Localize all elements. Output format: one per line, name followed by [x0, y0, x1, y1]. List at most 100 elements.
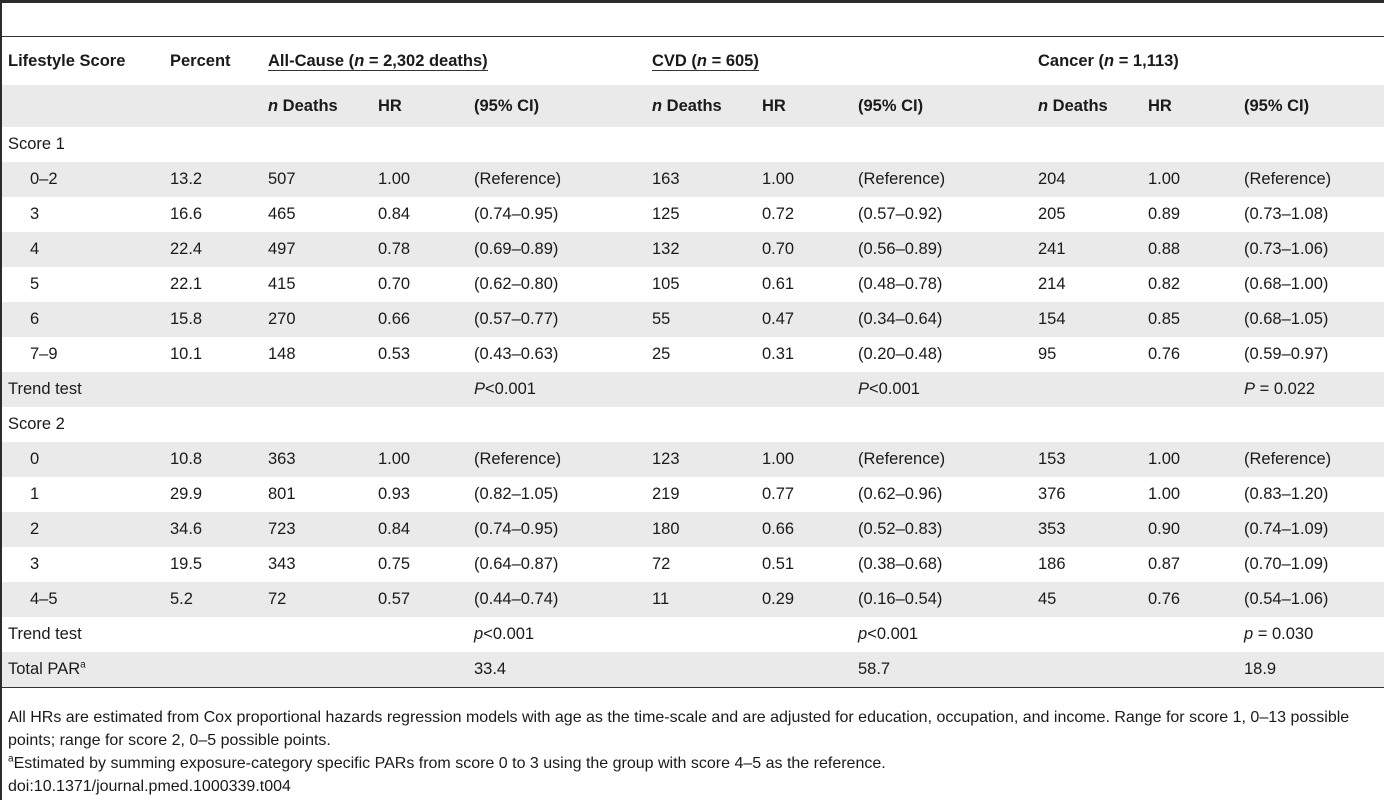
value-cell: 376 — [1038, 485, 1066, 503]
score-cell: 2 — [2, 512, 164, 547]
value-cell: (0.34–0.64) — [852, 302, 1032, 337]
top-border — [0, 0, 1384, 3]
results-table: Lifestyle Score Percent All-Cause (n = 2… — [2, 36, 1384, 688]
value-cell: (Reference) — [1238, 442, 1384, 477]
value-cell: 0.93 — [378, 485, 411, 503]
value-cell: 270 — [262, 302, 372, 337]
section-row: Score 1 — [2, 127, 1384, 162]
trend-row: Trend test p<0.001 p<0.001 p = 0.030 — [2, 617, 1384, 652]
value-cell: 507 — [262, 162, 372, 197]
value-cell: (0.43–0.63) — [474, 345, 559, 363]
value-cell: 0.47 — [756, 302, 852, 337]
score-cell: 6 — [2, 302, 164, 337]
value-cell: 204 — [1032, 162, 1142, 197]
subheader-ci: (95% CI) — [468, 85, 646, 127]
score-cell: 3 — [30, 555, 40, 573]
percent-cell: 22.1 — [170, 275, 203, 293]
value-cell: 0.66 — [756, 512, 852, 547]
value-cell: 1.00 — [756, 162, 852, 197]
percent-cell: 34.6 — [164, 512, 262, 547]
total-par-value: 18.9 — [1238, 652, 1384, 688]
table-row: 3 19.5 343 0.75 (0.64–0.87) 72 0.51 (0.38–0.68)… — [2, 547, 1384, 582]
value-cell: 241 — [1032, 232, 1142, 267]
note-doi: doi:10.1371/journal.pmed.1000339.t004 — [8, 778, 291, 795]
section-row: Score 2 — [2, 407, 1384, 442]
value-cell: 0.84 — [372, 512, 468, 547]
value-cell: 0.66 — [372, 302, 468, 337]
table-container: Lifestyle Score Percent All-Cause (n = 2… — [2, 36, 1384, 688]
table-row: 2 34.6 723 0.84 (0.74–0.95) 180 0.66 (0.52–0.83… — [2, 512, 1384, 547]
score-cell: 0–2 — [2, 162, 164, 197]
trend-row: Trend test P<0.001 P<0.001 P = 0.022 — [2, 372, 1384, 407]
subheader-n-deaths: n Deaths — [262, 85, 372, 127]
trend-label: Trend test — [8, 625, 82, 643]
value-cell: 1.00 — [1142, 442, 1238, 477]
table-row: 5 22.1 415 0.70 (0.62–0.80) 105 0.61 (0.48–0.78… — [2, 267, 1384, 302]
score-cell: 4–5 — [2, 582, 164, 617]
value-cell: 0.61 — [762, 275, 795, 293]
header-group-allcause: All-Cause (n = 2,302 deaths) — [262, 36, 646, 85]
value-cell: 25 — [652, 345, 671, 363]
value-cell: 95 — [1038, 345, 1057, 363]
table-row: 4–5 5.2 72 0.57 (0.44–0.74) 11 0.29 (0.16–0.54)… — [2, 582, 1384, 617]
trend-value: P = 0.022 — [1238, 372, 1384, 407]
value-cell: 0.78 — [372, 232, 468, 267]
percent-cell: 13.2 — [164, 162, 262, 197]
value-cell: 415 — [268, 275, 296, 293]
percent-cell: 15.8 — [164, 302, 262, 337]
value-cell: 148 — [268, 345, 296, 363]
percent-cell: 29.9 — [170, 485, 203, 503]
value-cell: (0.44–0.74) — [468, 582, 646, 617]
value-cell: 0.53 — [378, 345, 411, 363]
subheader-ci: (95% CI) — [1238, 85, 1384, 127]
value-cell: 497 — [262, 232, 372, 267]
value-cell: 0.76 — [1142, 582, 1238, 617]
value-cell: 72 — [262, 582, 372, 617]
value-cell: (0.73–1.06) — [1238, 232, 1384, 267]
subheader-n-deaths: n Deaths — [646, 85, 756, 127]
note-main: All HRs are estimated from Cox proportio… — [8, 709, 1350, 749]
table-row: 4 22.4 497 0.78 (0.69–0.89) 132 0.70 (0.56–0.89… — [2, 232, 1384, 267]
total-par-row: Total PARa 33.4 58.7 18.9 — [2, 652, 1384, 688]
score-cell: 4 — [2, 232, 164, 267]
value-cell: 180 — [646, 512, 756, 547]
value-cell: (0.74–0.95) — [474, 205, 559, 223]
total-par-label: Total PARa — [2, 652, 164, 688]
value-cell: (0.20–0.48) — [858, 345, 943, 363]
value-cell: (Reference) — [852, 442, 1032, 477]
value-cell: (0.48–0.78) — [858, 275, 943, 293]
value-cell: (0.57–0.92) — [858, 205, 943, 223]
subheader-ci: (95% CI) — [852, 85, 1032, 127]
header-group-cancer: Cancer (n = 1,113) — [1032, 36, 1384, 85]
trend-value: p = 0.030 — [1244, 625, 1314, 643]
percent-cell: 10.8 — [164, 442, 262, 477]
table-row: 3 16.6 465 0.84 (0.74–0.95) 125 0.72 (0.57–0.92… — [2, 197, 1384, 232]
value-cell: 363 — [262, 442, 372, 477]
value-cell: (0.74–1.09) — [1238, 512, 1384, 547]
value-cell: 0.89 — [1148, 205, 1181, 223]
value-cell: 0.77 — [762, 485, 795, 503]
score-cell: 0 — [2, 442, 164, 477]
section-label: Score 1 — [8, 135, 65, 153]
value-cell: (0.52–0.83) — [852, 512, 1032, 547]
value-cell: (0.62–0.96) — [858, 485, 943, 503]
value-cell: 1.00 — [372, 442, 468, 477]
value-cell: (0.54–1.06) — [1238, 582, 1384, 617]
value-cell: 132 — [646, 232, 756, 267]
value-cell: (0.62–0.80) — [474, 275, 559, 293]
value-cell: 723 — [262, 512, 372, 547]
value-cell: (0.68–1.00) — [1244, 275, 1329, 293]
value-cell: 105 — [652, 275, 680, 293]
trend-value: p<0.001 — [858, 625, 919, 643]
value-cell: 153 — [1032, 442, 1142, 477]
value-cell: 154 — [1032, 302, 1142, 337]
percent-cell: 10.1 — [170, 345, 203, 363]
value-cell: 45 — [1032, 582, 1142, 617]
value-cell: (0.16–0.54) — [852, 582, 1032, 617]
value-cell: 0.84 — [378, 205, 411, 223]
value-cell: (0.59–0.97) — [1244, 345, 1329, 363]
value-cell: (Reference) — [468, 162, 646, 197]
value-cell: 0.82 — [1148, 275, 1181, 293]
value-cell: 1.00 — [372, 162, 468, 197]
score-cell: 5 — [30, 275, 40, 293]
